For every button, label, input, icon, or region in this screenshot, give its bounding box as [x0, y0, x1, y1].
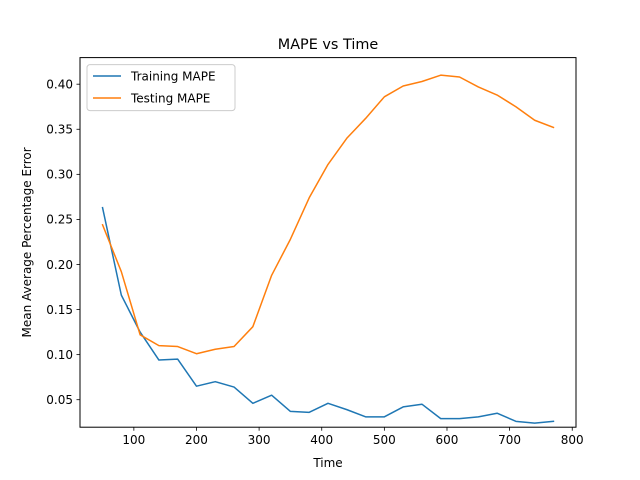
- plot-frame: [79, 57, 577, 428]
- y-tick-label: 0.05: [46, 393, 73, 407]
- series-lines: [101, 74, 555, 424]
- x-tick-label: 400: [310, 433, 333, 447]
- x-tick-label: 100: [122, 433, 145, 447]
- x-tick-label: 300: [248, 433, 271, 447]
- y-tick-label: 0.25: [46, 213, 73, 227]
- legend: Training MAPE Testing MAPE: [86, 64, 236, 112]
- x-tick-label: 800: [561, 433, 584, 447]
- y-tick-label: 0.40: [46, 77, 73, 91]
- legend-box: [86, 64, 236, 112]
- y-tick-label: 0.15: [46, 303, 73, 317]
- y-tick-label: 0.35: [46, 123, 73, 137]
- y-axis-label: Mean Average Percentage Error: [20, 147, 34, 337]
- legend-label-training: Training MAPE: [130, 70, 216, 84]
- testing-mape-line: [101, 74, 555, 355]
- chart-title: MAPE vs Time: [278, 37, 379, 53]
- legend-label-testing: Testing MAPE: [130, 92, 210, 106]
- x-tick-label: 200: [185, 433, 208, 447]
- y-tick-label: 0.30: [46, 168, 73, 182]
- x-tick-label: 600: [436, 433, 459, 447]
- y-tick-label: 0.20: [46, 258, 73, 272]
- x-tick-label: 500: [373, 433, 396, 447]
- training-mape-line: [101, 206, 555, 424]
- axis-ticks: 100 200 300 400 500 600 700 800 0.05 0.10 0.15 0.20…: [46, 77, 583, 447]
- x-tick-label: 700: [498, 433, 521, 447]
- x-axis-label: Time: [312, 456, 342, 470]
- y-tick-label: 0.10: [46, 348, 73, 362]
